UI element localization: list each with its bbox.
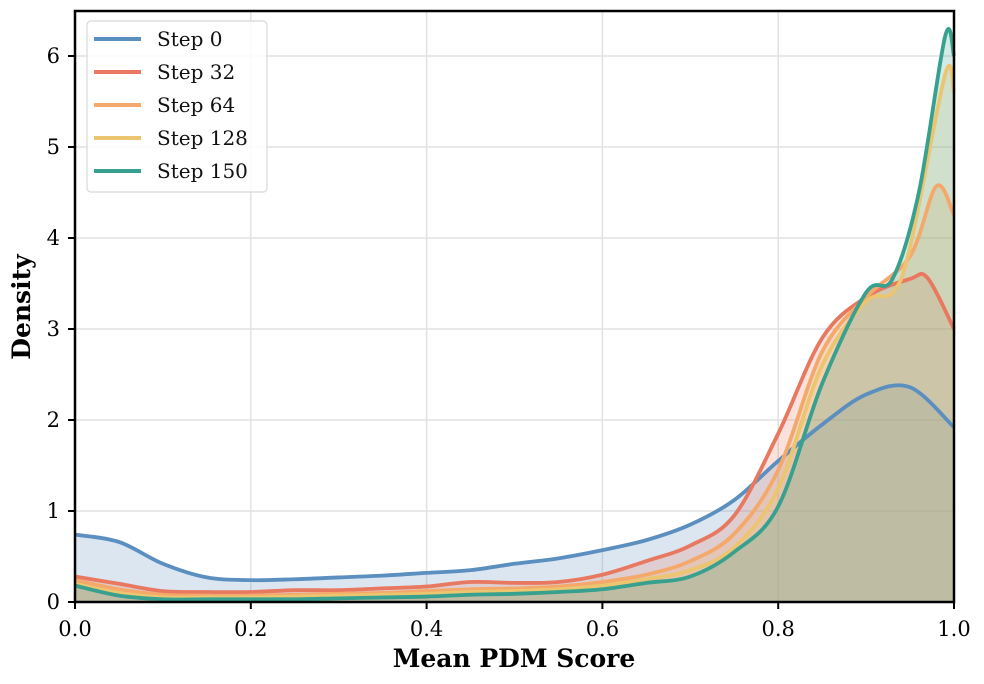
y-tick-label: 0 (47, 590, 60, 614)
density-line-4 (74, 27, 956, 602)
x-tick-label: 0.6 (586, 617, 619, 641)
y-axis-title: Density (7, 253, 36, 360)
y-tick-label: 3 (47, 317, 60, 341)
density-line-0 (74, 383, 956, 583)
legend-label: Step 128 (157, 126, 248, 150)
density-lines (74, 27, 956, 602)
x-tick-label: 0.8 (761, 617, 794, 641)
density-line-1 (74, 271, 956, 595)
plot-frame (73, 9, 956, 604)
legend: Step 0 Step 32 Step 64 Step 128 Step 150 (86, 20, 268, 193)
x-axis-ticks: 0.0 0.2 0.4 0.6 0.8 1.0 (58, 602, 971, 641)
legend-label: Step 64 (157, 93, 235, 117)
x-axis-title: Mean PDM Score (393, 644, 636, 673)
y-tick-label: 1 (47, 499, 60, 523)
x-tick-label: 1.0 (937, 617, 970, 641)
x-tick-label: 0.4 (410, 617, 443, 641)
y-tick-label: 2 (47, 408, 60, 432)
density-area-1 (75, 273, 954, 602)
density-area-3 (75, 65, 954, 602)
y-axis-ticks: 0 1 2 3 4 5 6 (47, 44, 75, 614)
density-area-2 (75, 185, 954, 602)
legend-label: Step 0 (157, 27, 222, 51)
y-tick-label: 6 (47, 44, 60, 68)
x-tick-label: 0.0 (58, 617, 91, 641)
density-area-4 (75, 28, 954, 602)
legend-label: Step 150 (157, 159, 248, 183)
x-tick-label: 0.2 (234, 617, 267, 641)
y-tick-label: 5 (47, 135, 60, 159)
legend-box (86, 20, 268, 193)
y-tick-label: 4 (47, 226, 60, 250)
legend-label: Step 32 (157, 60, 235, 84)
